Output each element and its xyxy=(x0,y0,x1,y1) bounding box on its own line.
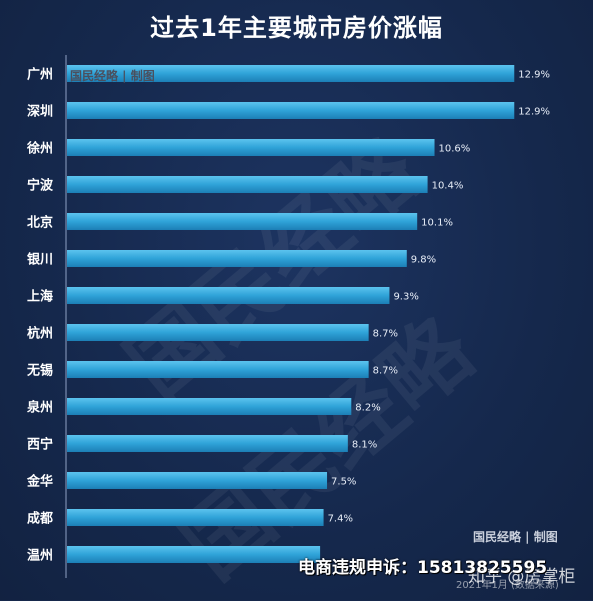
value-label: 12.9% xyxy=(518,70,550,81)
value-label: 7.4% xyxy=(328,514,353,525)
value-label: 10.4% xyxy=(432,181,464,192)
value-label: 8.1% xyxy=(352,440,377,451)
value-label: 12.9% xyxy=(518,107,550,118)
bar-9 xyxy=(67,398,352,415)
category-label: 成都 xyxy=(27,511,53,527)
complaint-overlay: 电商违规申诉：15813825595 xyxy=(298,558,548,578)
bar-10 xyxy=(67,435,348,452)
watermark-stamp-top: 国民经略 | 制图 xyxy=(70,69,155,83)
bar-1 xyxy=(67,102,515,119)
category-label: 上海 xyxy=(27,289,53,305)
value-label: 7.5% xyxy=(331,477,356,488)
bar-3 xyxy=(67,176,428,193)
bar-8 xyxy=(67,361,369,378)
bar-11 xyxy=(67,472,328,489)
category-label: 温州 xyxy=(27,549,53,564)
bar-4 xyxy=(67,213,418,230)
bar-12 xyxy=(67,509,324,526)
category-label: 徐州 xyxy=(26,141,53,157)
bar-6 xyxy=(67,287,390,304)
value-label: 10.1% xyxy=(421,218,453,229)
category-label: 无锡 xyxy=(26,363,53,379)
category-label: 泉州 xyxy=(27,400,53,416)
category-label: 杭州 xyxy=(27,326,53,342)
bar-13 xyxy=(67,546,321,563)
chart-title: 过去1年主要城市房价涨幅 xyxy=(150,14,443,42)
category-label: 广州 xyxy=(27,67,53,83)
data-source-note: 2021年1月 (数据来源) xyxy=(456,580,559,591)
category-label: 银川 xyxy=(27,252,53,268)
zhihu-credit: 知乎 @房掌柜 xyxy=(468,567,576,587)
value-label: 9.3% xyxy=(393,292,418,303)
value-label: 8.7% xyxy=(373,329,398,340)
value-label: 10.6% xyxy=(439,144,471,155)
category-label: 宁波 xyxy=(27,178,54,194)
value-label: 8.7% xyxy=(373,366,398,377)
category-label: 北京 xyxy=(27,215,53,231)
category-label: 西宁 xyxy=(27,437,53,453)
category-label: 深圳 xyxy=(27,104,53,120)
category-label: 金华 xyxy=(26,474,53,490)
watermark-stamp-bottom: 国民经略 | 制图 xyxy=(473,530,558,544)
bar-0 xyxy=(67,65,515,82)
bar-7 xyxy=(67,324,369,341)
value-label: 8.2% xyxy=(355,403,380,414)
value-label: 9.8% xyxy=(411,255,436,266)
bar-5 xyxy=(67,250,407,267)
bar-2 xyxy=(67,139,435,156)
